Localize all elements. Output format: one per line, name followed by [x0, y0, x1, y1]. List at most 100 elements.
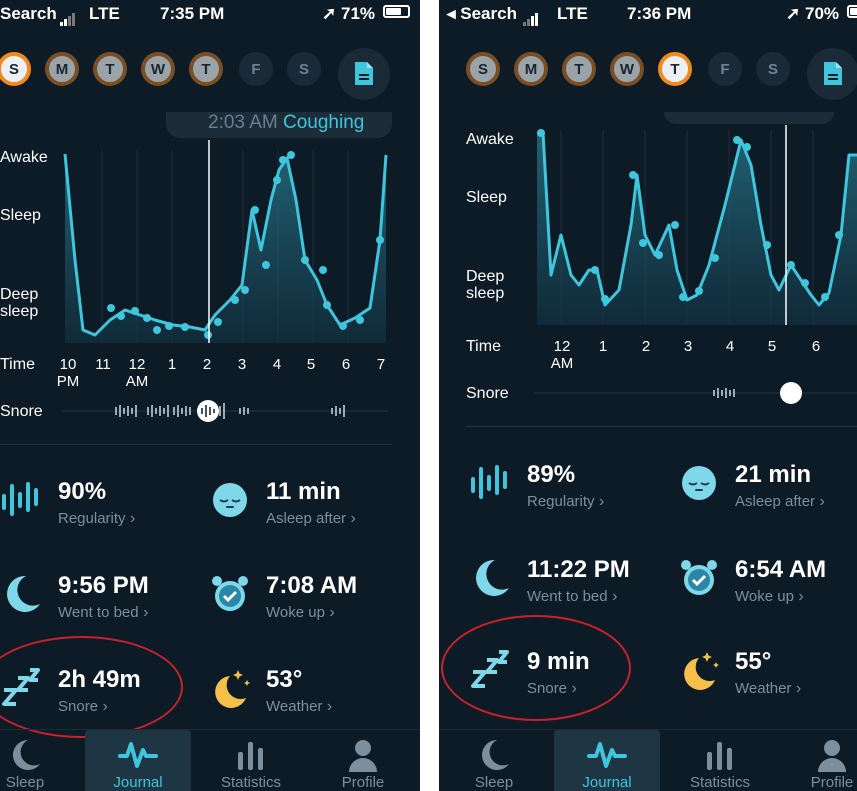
tab-statistics[interactable]: Statistics	[198, 730, 304, 791]
time-tick: 7	[376, 356, 386, 373]
snore-timeline[interactable]	[534, 380, 857, 406]
tab-bar: Sleep Journal Statistics Profile	[439, 729, 857, 791]
sleep-cycle-chart	[537, 125, 857, 325]
time-tick: 5	[306, 356, 316, 373]
tab-label: Journal	[113, 774, 163, 791]
time-tick: 12 AM	[550, 338, 574, 372]
tab-label: Profile	[810, 774, 854, 791]
time-tick: 1	[598, 338, 608, 355]
back-to-search[interactable]: ◂ Search	[447, 4, 517, 23]
snore-playhead[interactable]	[197, 400, 219, 422]
stat-went-to-bed[interactable]: 11:22 PM Went to bed	[469, 556, 669, 612]
tab-profile[interactable]: Profile	[779, 730, 857, 791]
day-circle[interactable]: S	[287, 52, 321, 86]
notes-button[interactable]	[807, 48, 857, 100]
day-circle[interactable]: M	[514, 52, 548, 86]
time-tick: 6	[341, 356, 351, 373]
regularity-value: 89%	[527, 461, 576, 488]
time-tick: 1	[167, 356, 177, 373]
stat-weather[interactable]: 55° Weather	[677, 648, 857, 704]
time-tick: 12 AM	[125, 356, 149, 390]
sleep-cycle-chart	[63, 140, 388, 343]
moon-icon	[13, 740, 41, 770]
tab-sleep[interactable]: Sleep	[441, 730, 547, 791]
weather-value: 55°	[735, 648, 772, 675]
person-icon	[349, 740, 377, 772]
tab-profile[interactable]: Profile	[310, 730, 416, 791]
moon-icon	[482, 740, 509, 770]
time-tick: 11	[95, 356, 111, 373]
tab-sleep[interactable]: Sleep	[0, 730, 78, 791]
phone-screen-right: ◂ Search LTE 7:36 PM ➚ 70% S M T W T F S…	[439, 0, 857, 791]
day-circle[interactable]: F	[708, 52, 742, 86]
waveform-icon	[118, 742, 158, 768]
time-axis-label: Time	[0, 356, 35, 373]
waveform-icon	[587, 742, 627, 768]
stat-woke-up[interactable]: 7:08 AM Woke up	[208, 572, 408, 628]
event-pill[interactable]: 2:03 AM Coughing	[166, 112, 392, 138]
stat-weather[interactable]: 53° Weather	[208, 666, 408, 722]
asleep-after-value: 11 min	[266, 478, 341, 505]
weather-label: Weather	[266, 698, 332, 716]
sleepy-face-icon	[213, 483, 247, 517]
asleep-after-label: Asleep after	[735, 493, 825, 511]
day-circle[interactable]: W	[610, 52, 644, 86]
highlight-circle	[0, 636, 183, 738]
day-circle[interactable]: W	[141, 52, 175, 86]
went-to-bed-value: 11:22 PM	[527, 556, 630, 583]
snore-label: Snore	[0, 403, 43, 420]
tab-journal[interactable]: Journal	[554, 730, 660, 791]
time-axis-label: Time	[466, 338, 501, 355]
notes-button[interactable]	[338, 48, 390, 100]
weather-label: Weather	[735, 680, 801, 698]
carrier-label: LTE	[89, 4, 120, 23]
highlight-circle	[441, 615, 631, 721]
time-tick: 6	[811, 338, 821, 355]
day-circle[interactable]: T	[189, 52, 223, 86]
snore-playhead[interactable]	[780, 382, 802, 404]
snore-timeline[interactable]	[62, 398, 388, 424]
weather-value: 53°	[266, 666, 303, 693]
bar-chart-icon	[707, 742, 732, 770]
day-circle[interactable]: T	[658, 52, 692, 86]
stat-went-to-bed[interactable]: 9:56 PM Went to bed	[0, 572, 200, 628]
tab-journal[interactable]: Journal	[85, 730, 191, 791]
document-icon	[824, 62, 842, 85]
time-tick: 4	[272, 356, 282, 373]
day-circle[interactable]: S	[756, 52, 790, 86]
alarm-clock-icon	[212, 576, 248, 611]
event-pill[interactable]	[664, 112, 834, 124]
tab-statistics[interactable]: Statistics	[667, 730, 773, 791]
stat-regularity[interactable]: 90% Regularity	[0, 478, 200, 534]
day-circle[interactable]: M	[45, 52, 79, 86]
tab-label: Profile	[341, 774, 385, 791]
battery-icon	[847, 5, 857, 18]
y-label-awake: Awake	[0, 149, 48, 166]
alarm-clock-icon	[681, 560, 717, 595]
divider	[466, 426, 857, 427]
stat-woke-up[interactable]: 6:54 AM Woke up	[677, 556, 857, 612]
went-to-bed-label: Went to bed	[58, 604, 148, 622]
document-icon	[355, 62, 373, 85]
carrier-label: LTE	[557, 4, 588, 23]
stat-asleep-after[interactable]: 11 min Asleep after	[208, 478, 408, 534]
day-circle[interactable]: S	[0, 52, 31, 86]
stat-regularity[interactable]: 89% Regularity	[469, 461, 669, 517]
bar-chart-icon	[238, 742, 263, 770]
day-circle[interactable]: S	[466, 52, 500, 86]
location-arrow-icon: ➚	[786, 4, 801, 23]
y-label-sleep: Sleep	[0, 207, 41, 224]
back-to-search[interactable]: Search	[0, 4, 57, 23]
tab-label: Statistics	[689, 774, 750, 791]
asleep-after-label: Asleep after	[266, 510, 356, 528]
regularity-bars-icon	[471, 465, 507, 499]
day-circle[interactable]: T	[93, 52, 127, 86]
day-circle[interactable]: F	[239, 52, 273, 86]
stat-asleep-after[interactable]: 21 min Asleep after	[677, 461, 857, 517]
back-label: Search	[460, 4, 517, 23]
day-circle[interactable]: T	[562, 52, 596, 86]
woke-up-value: 7:08 AM	[266, 572, 358, 599]
asleep-after-value: 21 min	[735, 461, 812, 488]
woke-up-label: Woke up	[735, 588, 804, 606]
snore-label: Snore	[466, 385, 509, 402]
